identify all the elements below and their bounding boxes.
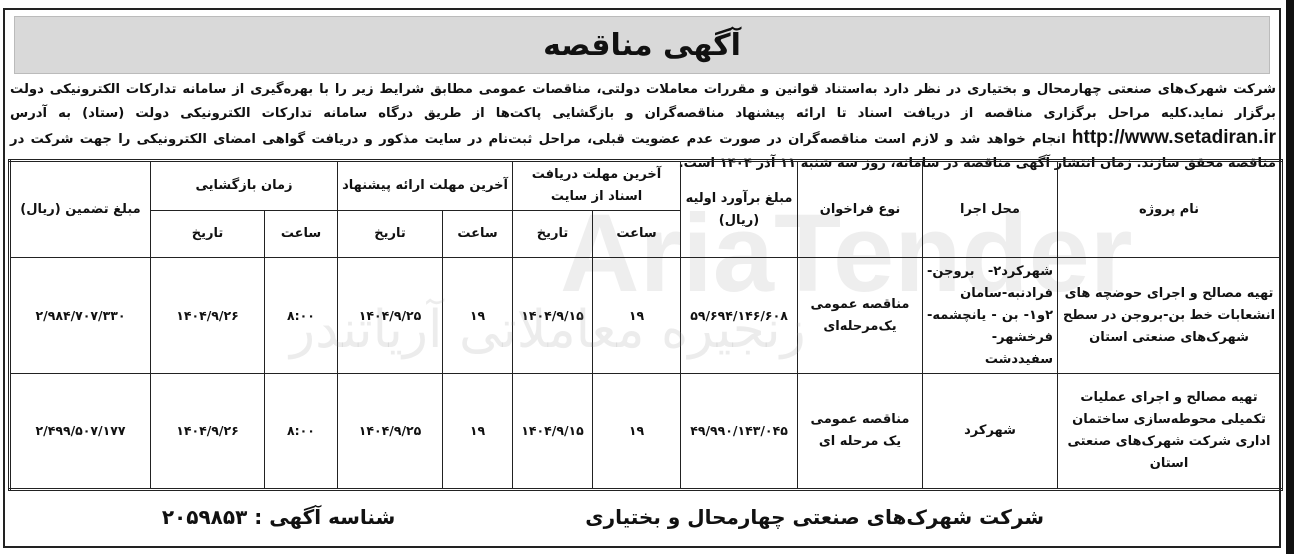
subheader-date: تاریخ [512,210,594,258]
tender-table: نام پروژه محل اجرا نوع فراخوان مبلغ برآو… [8,159,1284,491]
header-guarantee: مبلغ تضمین (ریال) [9,160,151,258]
cell-offer-time: ۱۹ [442,257,514,374]
cell-type: مناقصه عمومی یک مرحله ای [797,373,924,490]
cell-location: شهرکرد۲- بروجن- فرادنبه-سامان ۲و۱- بن - … [922,257,1059,374]
footer-notice-id: شناسه آگهی : ۲۰۵۹۸۵۳ [161,505,396,529]
subheader-time: ساعت [592,210,682,258]
cell-offer-time: ۱۹ [442,373,514,490]
header-row: نام پروژه محل اجرا نوع فراخوان مبلغ برآو… [9,160,1283,258]
subheader-date: تاریخ [150,210,265,258]
setad-url-link[interactable]: http://www.setadiran.ir [1071,127,1277,148]
cell-open-date: ۱۴۰۴/۹/۲۶ [150,373,265,490]
title-box: آگهی مناقصه [14,16,1270,74]
cell-location: شهرکرد [922,373,1059,490]
intro-text-1: شرکت شهرک‌های صنعتی چهارمحال و بختیاری د… [10,82,1276,121]
footer: شرکت شهرک‌های صنعتی چهارمحال و بختیاری ش… [10,494,1276,540]
subheader-time: ساعت [442,210,514,258]
cell-offer-date: ۱۴۰۴/۹/۲۵ [336,373,444,490]
cell-doc-date: ۱۴۰۴/۹/۱۵ [512,373,594,490]
cell-guarantee: ۲/۹۸۴/۷۰۷/۳۳۰ [9,257,151,374]
footer-company: شرکت شهرک‌های صنعتی چهارمحال و بختیاری [585,505,1044,529]
cell-open-date: ۱۴۰۴/۹/۲۶ [150,257,265,374]
header-type: نوع فراخوان [797,160,924,258]
cell-doc-time: ۱۹ [592,257,682,374]
subheader-date: تاریخ [336,210,444,258]
cell-estimate: ۴۹/۹۹۰/۱۴۳/۰۴۵ [680,373,799,490]
cell-project: تهیه مصالح و اجرای عملیات تکمیلی محوطه‌س… [1057,373,1283,490]
cell-open-time: ۸:۰۰ [264,373,338,490]
cell-open-time: ۸:۰۰ [264,257,338,374]
header-location: محل اجرا [922,160,1059,258]
header-project: نام پروژه [1057,160,1283,258]
cell-doc-time: ۱۹ [592,373,682,490]
cell-offer-date: ۱۴۰۴/۹/۲۵ [336,257,444,374]
header-opening: زمان بازگشایی [150,160,338,211]
cell-doc-date: ۱۴۰۴/۹/۱۵ [512,257,594,374]
header-estimate: مبلغ برآورد اولیه (ریال) [680,160,799,258]
cell-project: تهیه مصالح و اجرای حوضچه های انشعابات خط… [1057,257,1283,374]
right-edge-bar [1286,0,1294,554]
cell-estimate: ۵۹/۶۹۴/۱۴۶/۶۰۸ [680,257,799,374]
table-row: تهیه مصالح و اجرای عملیات تکمیلی محوطه‌س… [9,373,1283,490]
header-offer-deadline: آخرین مهلت ارائه پیشنهاد [336,160,514,211]
cell-guarantee: ۲/۴۹۹/۵۰۷/۱۷۷ [9,373,151,490]
subheader-row: ساعت تاریخ ساعت تاریخ ساعت تاریخ [10,210,1282,258]
table-row: تهیه مصالح و اجرای حوضچه های انشعابات خط… [9,257,1283,374]
subheader-time: ساعت [264,210,338,258]
cell-type: مناقصه عمومی یک‌مرحله‌ای [797,257,924,374]
notice-title: آگهی مناقصه [543,27,741,63]
header-doc-deadline: آخرین مهلت دریافت اسناد از سایت [512,160,682,211]
